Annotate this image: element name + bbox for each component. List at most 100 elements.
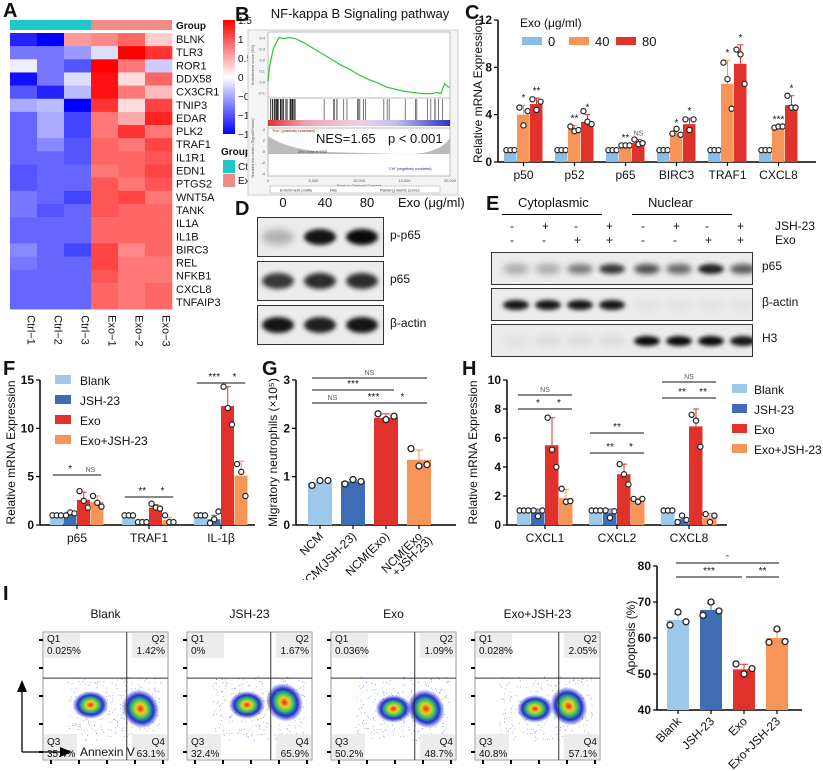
heatmap-cell [91,256,119,270]
heatmap-cell [10,177,38,192]
bar [670,133,683,162]
event-dot [537,683,539,685]
event-dot [131,726,133,728]
blot-strip [257,217,384,257]
heatmap-cell [118,151,146,165]
data-point [711,512,718,519]
event-dot [265,722,267,724]
data-point [765,638,773,646]
event-dot [263,716,265,718]
event-dot [590,698,592,700]
data-point [530,507,537,514]
event-dot [367,728,369,730]
event-dot [86,719,88,721]
heatmap-cell [64,296,92,310]
event-dot [216,679,218,681]
data-point [766,146,773,154]
event-dot [587,732,589,734]
heatmap-cell [37,177,65,192]
legend-item: Hits [330,188,337,193]
event-dot [435,689,437,691]
event-dot [246,682,248,684]
treatment-sign: - [641,233,645,247]
legend-swatch [522,37,542,45]
event-dot [582,684,584,686]
event-dot [403,676,405,678]
heatmap-cell [118,125,146,139]
event-dot [255,724,257,726]
y-tick-label: 5 [27,470,34,484]
event-dot [358,723,360,725]
blot-band [262,229,294,245]
event-dot [543,738,545,740]
heatmap-cell [64,138,92,152]
event-dot [379,737,381,739]
event-dot [366,689,368,691]
event-dot [504,700,506,702]
heatmap-cell [64,164,92,178]
event-dot [113,692,115,694]
bar [341,481,365,525]
significance-label: ** [622,133,630,144]
data-point [349,475,357,484]
legend-label: Blank [754,383,785,397]
blot-row-label: β-actin [390,316,427,330]
event-dot [121,697,123,699]
event-dot [85,738,87,740]
event-dot [389,683,391,685]
y-tick-label: 4 [485,108,492,122]
y-tick-label: 40 [638,703,652,717]
event-dot [446,724,448,726]
event-dot [78,681,80,683]
q1-label-bg [188,633,224,658]
event-dot [413,730,415,732]
event-dot [159,698,161,700]
event-dot [357,733,359,735]
event-dot [411,691,413,693]
event-dot [301,694,303,696]
event-dot [216,702,218,704]
event-dot [295,733,297,735]
heatmap-row-label: IL1B [176,231,199,243]
event-dot [302,681,304,683]
legend-label: Exo [80,414,101,428]
y-tick-label: 0.3 [259,47,265,52]
y-tick-label: 60 [638,631,652,645]
heatmap-cell [145,164,173,178]
data-point [715,607,723,615]
event-dot [535,691,537,693]
event-dot [382,731,384,733]
event-dot [143,728,145,730]
event-dot [587,694,589,696]
pvalue-annotation: p < 0.001 [388,131,443,146]
event-dot [69,698,71,700]
bar [407,459,431,525]
event-dot [111,682,113,684]
quadrant-name: Q2 [584,634,598,645]
event-dot [88,724,90,726]
event-dot [581,682,583,684]
event-dot [259,725,261,727]
y-axis-label: Relative mRNA Expression [4,380,18,524]
heatmap-cell [145,256,173,270]
heatmap-row-label: TNIP3 [176,100,207,112]
significance-label: *** [208,372,220,383]
event-dot [261,717,263,719]
significance-label: * [586,103,590,114]
heatmap-row-label: IL1R1 [176,152,205,164]
event-dot [218,685,220,687]
event-dot [83,720,85,722]
event-dot [586,679,588,681]
data-point [89,492,97,500]
event-dot [70,700,72,702]
event-dot [221,720,223,722]
event-dot [225,679,227,681]
significance-label: ** [138,486,146,497]
heatmap-cell [64,125,92,139]
event-dot [371,689,373,691]
blot-band [304,317,336,333]
event-dot [139,686,141,688]
event-dot [77,729,79,731]
y-tick-label: 15 [21,373,35,387]
